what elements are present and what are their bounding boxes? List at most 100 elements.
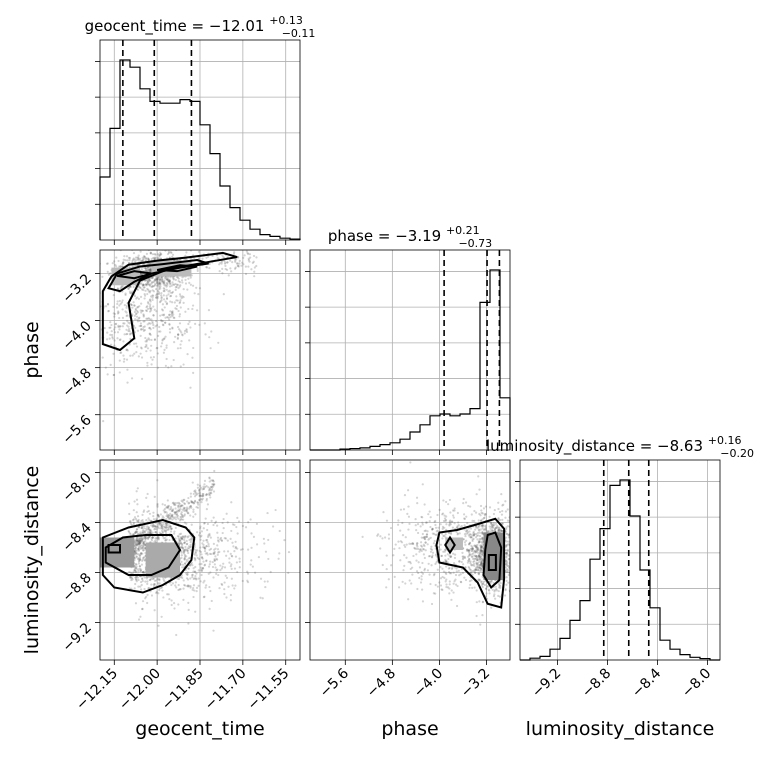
sample-point: [474, 536, 478, 539]
sample-point: [118, 338, 121, 342]
sample-point: [183, 538, 186, 542]
sample-point: [497, 529, 500, 532]
sample-point: [140, 563, 144, 566]
sample-point: [181, 566, 184, 569]
sample-point: [259, 596, 262, 599]
sample-point: [479, 538, 482, 541]
sample-point: [155, 278, 158, 281]
sample-point: [491, 528, 494, 532]
sample-point: [175, 513, 178, 517]
sample-point: [387, 537, 391, 540]
sample-point: [181, 281, 184, 284]
sample-point: [174, 286, 177, 289]
sample-point: [157, 284, 160, 287]
sample-point: [219, 261, 222, 264]
sample-point: [482, 523, 485, 527]
sample-point: [113, 331, 117, 334]
sample-point: [162, 294, 165, 297]
sample-point: [474, 511, 478, 514]
sample-point: [156, 577, 159, 580]
sample-point: [135, 528, 139, 531]
sample-point: [505, 560, 508, 563]
sample-point: [134, 531, 137, 534]
sample-point: [244, 272, 248, 276]
sample-point: [248, 260, 251, 263]
sample-point: [464, 535, 467, 538]
sample-point: [207, 493, 210, 496]
sample-point: [161, 527, 164, 530]
sample-point: [207, 255, 210, 258]
sample-point: [145, 577, 148, 580]
sample-point: [170, 313, 173, 316]
sample-point: [146, 601, 149, 605]
sample-point: [151, 296, 154, 299]
sample-point: [152, 314, 155, 317]
sample-point: [175, 510, 178, 514]
sample-point: [146, 279, 149, 282]
sample-point: [123, 322, 126, 325]
sample-point: [193, 553, 196, 556]
sample-point: [183, 258, 186, 261]
sample-point: [476, 558, 479, 562]
sample-point: [189, 514, 192, 517]
sample-point: [160, 522, 163, 525]
sample-point: [480, 569, 483, 572]
sample-point: [160, 586, 163, 589]
sample-point: [154, 539, 157, 542]
sample-point: [505, 583, 508, 586]
sample-point: [158, 522, 162, 525]
sample-point: [480, 509, 483, 512]
sample-point: [158, 277, 161, 281]
sample-point: [482, 516, 486, 520]
sample-point: [157, 292, 160, 296]
sample-point: [151, 276, 155, 279]
sample-point: [479, 546, 483, 549]
sample-point: [493, 589, 496, 592]
sample-point: [160, 280, 163, 283]
sample-point: [208, 534, 211, 537]
sample-point: [200, 569, 204, 573]
sample-point: [135, 498, 139, 501]
sample-point: [162, 578, 165, 581]
sample-point: [480, 582, 484, 585]
sample-point: [481, 512, 484, 515]
sample-point: [479, 555, 482, 558]
sample-point: [505, 544, 508, 547]
sample-point: [80, 313, 82, 315]
sample-point: [142, 509, 146, 512]
sample-point: [533, 533, 535, 535]
sample-point: [134, 312, 138, 316]
sample-point: [466, 549, 470, 552]
sample-point: [156, 276, 159, 279]
sample-point: [213, 559, 216, 562]
sample-point: [480, 549, 483, 552]
sample-point: [103, 327, 106, 330]
sample-point: [125, 348, 128, 351]
sample-point: [448, 520, 451, 523]
sample-point: [174, 584, 177, 587]
sample-point: [142, 537, 145, 540]
sample-point: [198, 534, 201, 537]
sample-point: [436, 585, 439, 588]
sample-point: [129, 337, 132, 340]
sample-point: [469, 533, 473, 536]
sample-point: [504, 546, 507, 549]
sample-point: [122, 258, 125, 261]
sample-point: [197, 488, 201, 492]
tick-label-x: −8.8: [579, 666, 614, 701]
sample-point: [146, 323, 149, 326]
sample-point: [428, 555, 432, 558]
sample-point: [140, 544, 144, 547]
sample-point: [120, 301, 124, 304]
sample-point: [177, 517, 180, 520]
sample-point: [211, 486, 214, 489]
sample-point: [122, 340, 125, 343]
sample-point: [151, 536, 154, 539]
sample-point: [139, 553, 142, 556]
sample-point: [393, 547, 396, 550]
sample-point: [147, 258, 150, 261]
sample-point: [167, 293, 170, 296]
sample-point: [141, 559, 144, 563]
sample-point: [109, 333, 112, 336]
sample-point: [440, 554, 443, 558]
